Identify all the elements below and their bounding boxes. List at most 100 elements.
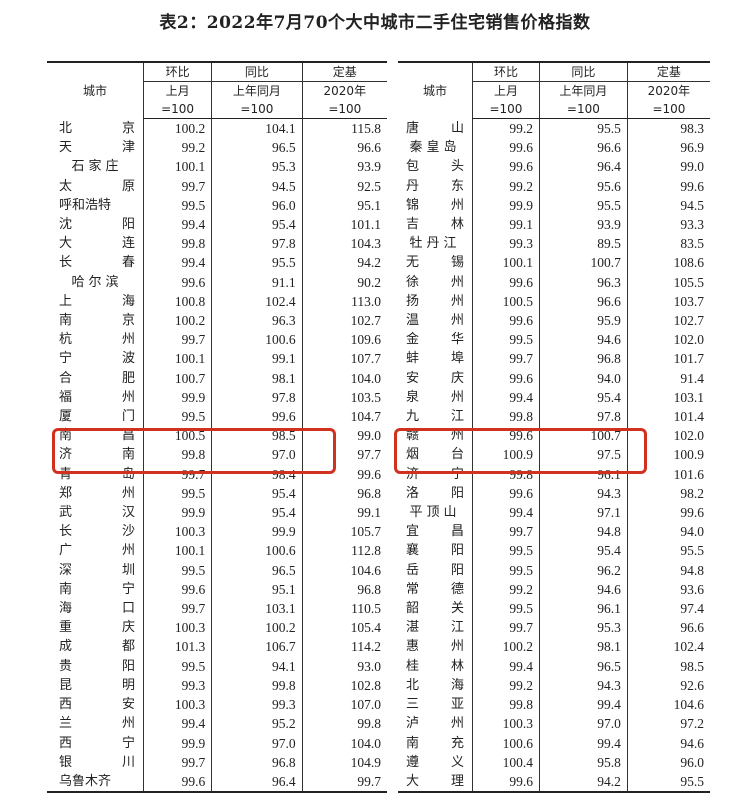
- city-char: 郑: [59, 485, 73, 501]
- base-index: 93.6: [626, 579, 710, 600]
- base-index: 101.4: [626, 407, 710, 427]
- table-row: 海口 99.7 103.1 110.5: [47, 599, 387, 619]
- mom-index: 99.4: [472, 387, 540, 408]
- city-name: 长沙: [59, 522, 135, 541]
- city-char: 华: [450, 332, 464, 348]
- yoy-index: 95.4: [538, 387, 628, 408]
- city-cell: 广州: [47, 541, 144, 560]
- city-cell: 丹东: [398, 177, 473, 196]
- highlight-box-jinan-qingdao: [52, 428, 336, 474]
- city-char: 肥: [121, 370, 135, 386]
- mom-index: 99.9: [472, 195, 540, 216]
- yoy-index: 97.1: [538, 503, 628, 523]
- city-name: 宜昌: [406, 522, 464, 541]
- city-cell: 蚌埠: [398, 349, 473, 368]
- base-index: 107.7: [301, 349, 387, 369]
- city-name: 唐山: [406, 119, 464, 138]
- city-cell: 成都: [47, 637, 144, 656]
- mom-index: 99.6: [472, 311, 540, 331]
- yoy-index: 94.6: [538, 579, 628, 600]
- table-row: 牡丹江 99.3 89.5 83.5: [398, 234, 710, 254]
- city-name: 福州: [59, 388, 135, 407]
- base-index: 96.6: [626, 618, 710, 638]
- city-name: 岳阳: [406, 561, 464, 580]
- yoy-index: 96.0: [211, 195, 303, 216]
- city-name: 无锡: [406, 253, 464, 272]
- yoy-index: 97.8: [211, 234, 303, 254]
- city-cell: 韶关: [398, 599, 473, 618]
- city-char: 理: [450, 773, 464, 789]
- base-index: 95.1: [301, 195, 387, 216]
- table-row: 北京 100.2 104.1 115.8: [47, 118, 387, 139]
- base-index: 94.0: [626, 522, 710, 542]
- table-row: 青岛 99.7 98.4 99.6: [47, 464, 387, 484]
- city-char: 海: [59, 601, 73, 617]
- yoy-index: 96.3: [211, 311, 303, 331]
- yoy-index: 97.0: [211, 445, 303, 465]
- city-name: 韶关: [406, 599, 464, 618]
- yoy-index: 96.4: [538, 157, 628, 177]
- city-char: 丹: [406, 178, 420, 194]
- base-index: 102.7: [301, 311, 387, 331]
- mom-index: 99.5: [472, 330, 540, 350]
- table-row: 丹东 99.2 95.6 99.6: [398, 176, 710, 196]
- base-index: 103.5: [301, 387, 387, 408]
- city-cell: 九江: [398, 407, 473, 426]
- city-char: 遵: [406, 754, 420, 770]
- city-name: 天津: [59, 138, 135, 157]
- mom-index: 99.6: [472, 272, 540, 292]
- yoy-index: 99.3: [211, 695, 303, 715]
- city-char: 广: [59, 543, 73, 559]
- mom-index: 100.2: [472, 637, 540, 657]
- yoy-index: 96.6: [538, 138, 628, 158]
- city-cell: 扬州: [398, 292, 473, 311]
- city-char: 九: [406, 409, 420, 425]
- city-char: 西: [59, 735, 73, 751]
- table-row: 安庆 99.6 94.0 91.4: [398, 368, 710, 388]
- yoy-index: 95.8: [538, 752, 628, 772]
- table-row: 重庆 100.3 100.2 105.4: [47, 618, 387, 638]
- city-name: 蚌埠: [406, 349, 464, 368]
- mom-index: 99.4: [472, 656, 540, 676]
- city-char: 州: [450, 293, 464, 309]
- city-char: 州: [121, 543, 135, 559]
- city-cell: 宜昌: [398, 522, 473, 541]
- city-name: 昆明: [59, 676, 135, 695]
- city-char: 昌: [450, 524, 464, 540]
- mom-index: 99.9: [142, 503, 212, 523]
- header-mom: 环比: [142, 61, 212, 82]
- table-row: 常德 99.2 94.6 93.6: [398, 579, 710, 600]
- city-char: 州: [121, 716, 135, 732]
- city-char: 东: [450, 178, 464, 194]
- city-cell: 武汉: [47, 503, 144, 522]
- base-index: 102.8: [301, 675, 387, 696]
- base-index: 115.8: [301, 118, 387, 139]
- mom-index: 99.4: [142, 215, 212, 235]
- city-char: 长: [59, 524, 73, 540]
- table-row: 沈阳 99.4 95.4 101.1: [47, 215, 387, 235]
- city-char: 锦: [406, 197, 420, 213]
- base-index: 102.4: [626, 637, 710, 657]
- city-name: 广州: [59, 541, 135, 560]
- table-row: 北海 99.2 94.3 92.6: [398, 675, 710, 696]
- yoy-index: 104.1: [211, 118, 303, 139]
- yoy-index: 95.4: [211, 483, 303, 504]
- yoy-index: 103.1: [211, 599, 303, 619]
- city-char: 包: [406, 159, 420, 175]
- city-name: 吉林: [406, 215, 464, 234]
- city-char: 宁: [59, 351, 73, 367]
- city-name: 襄阳: [406, 541, 464, 560]
- city-char: 阳: [450, 562, 464, 578]
- city-char: 泉: [406, 389, 420, 405]
- yoy-index: 96.1: [538, 464, 628, 484]
- base-index: 97.4: [626, 599, 710, 619]
- table-row: 唐山 99.2 95.5 98.3: [398, 118, 710, 139]
- city-char: 南: [406, 735, 420, 751]
- city-char: 唐: [406, 120, 420, 136]
- city-char: 川: [121, 754, 135, 770]
- city-char: 海: [121, 293, 135, 309]
- city-cell: 南宁: [47, 580, 144, 599]
- base-index: 104.6: [301, 560, 387, 580]
- mom-index: 99.7: [142, 330, 212, 350]
- yoy-index: 100.7: [538, 426, 628, 446]
